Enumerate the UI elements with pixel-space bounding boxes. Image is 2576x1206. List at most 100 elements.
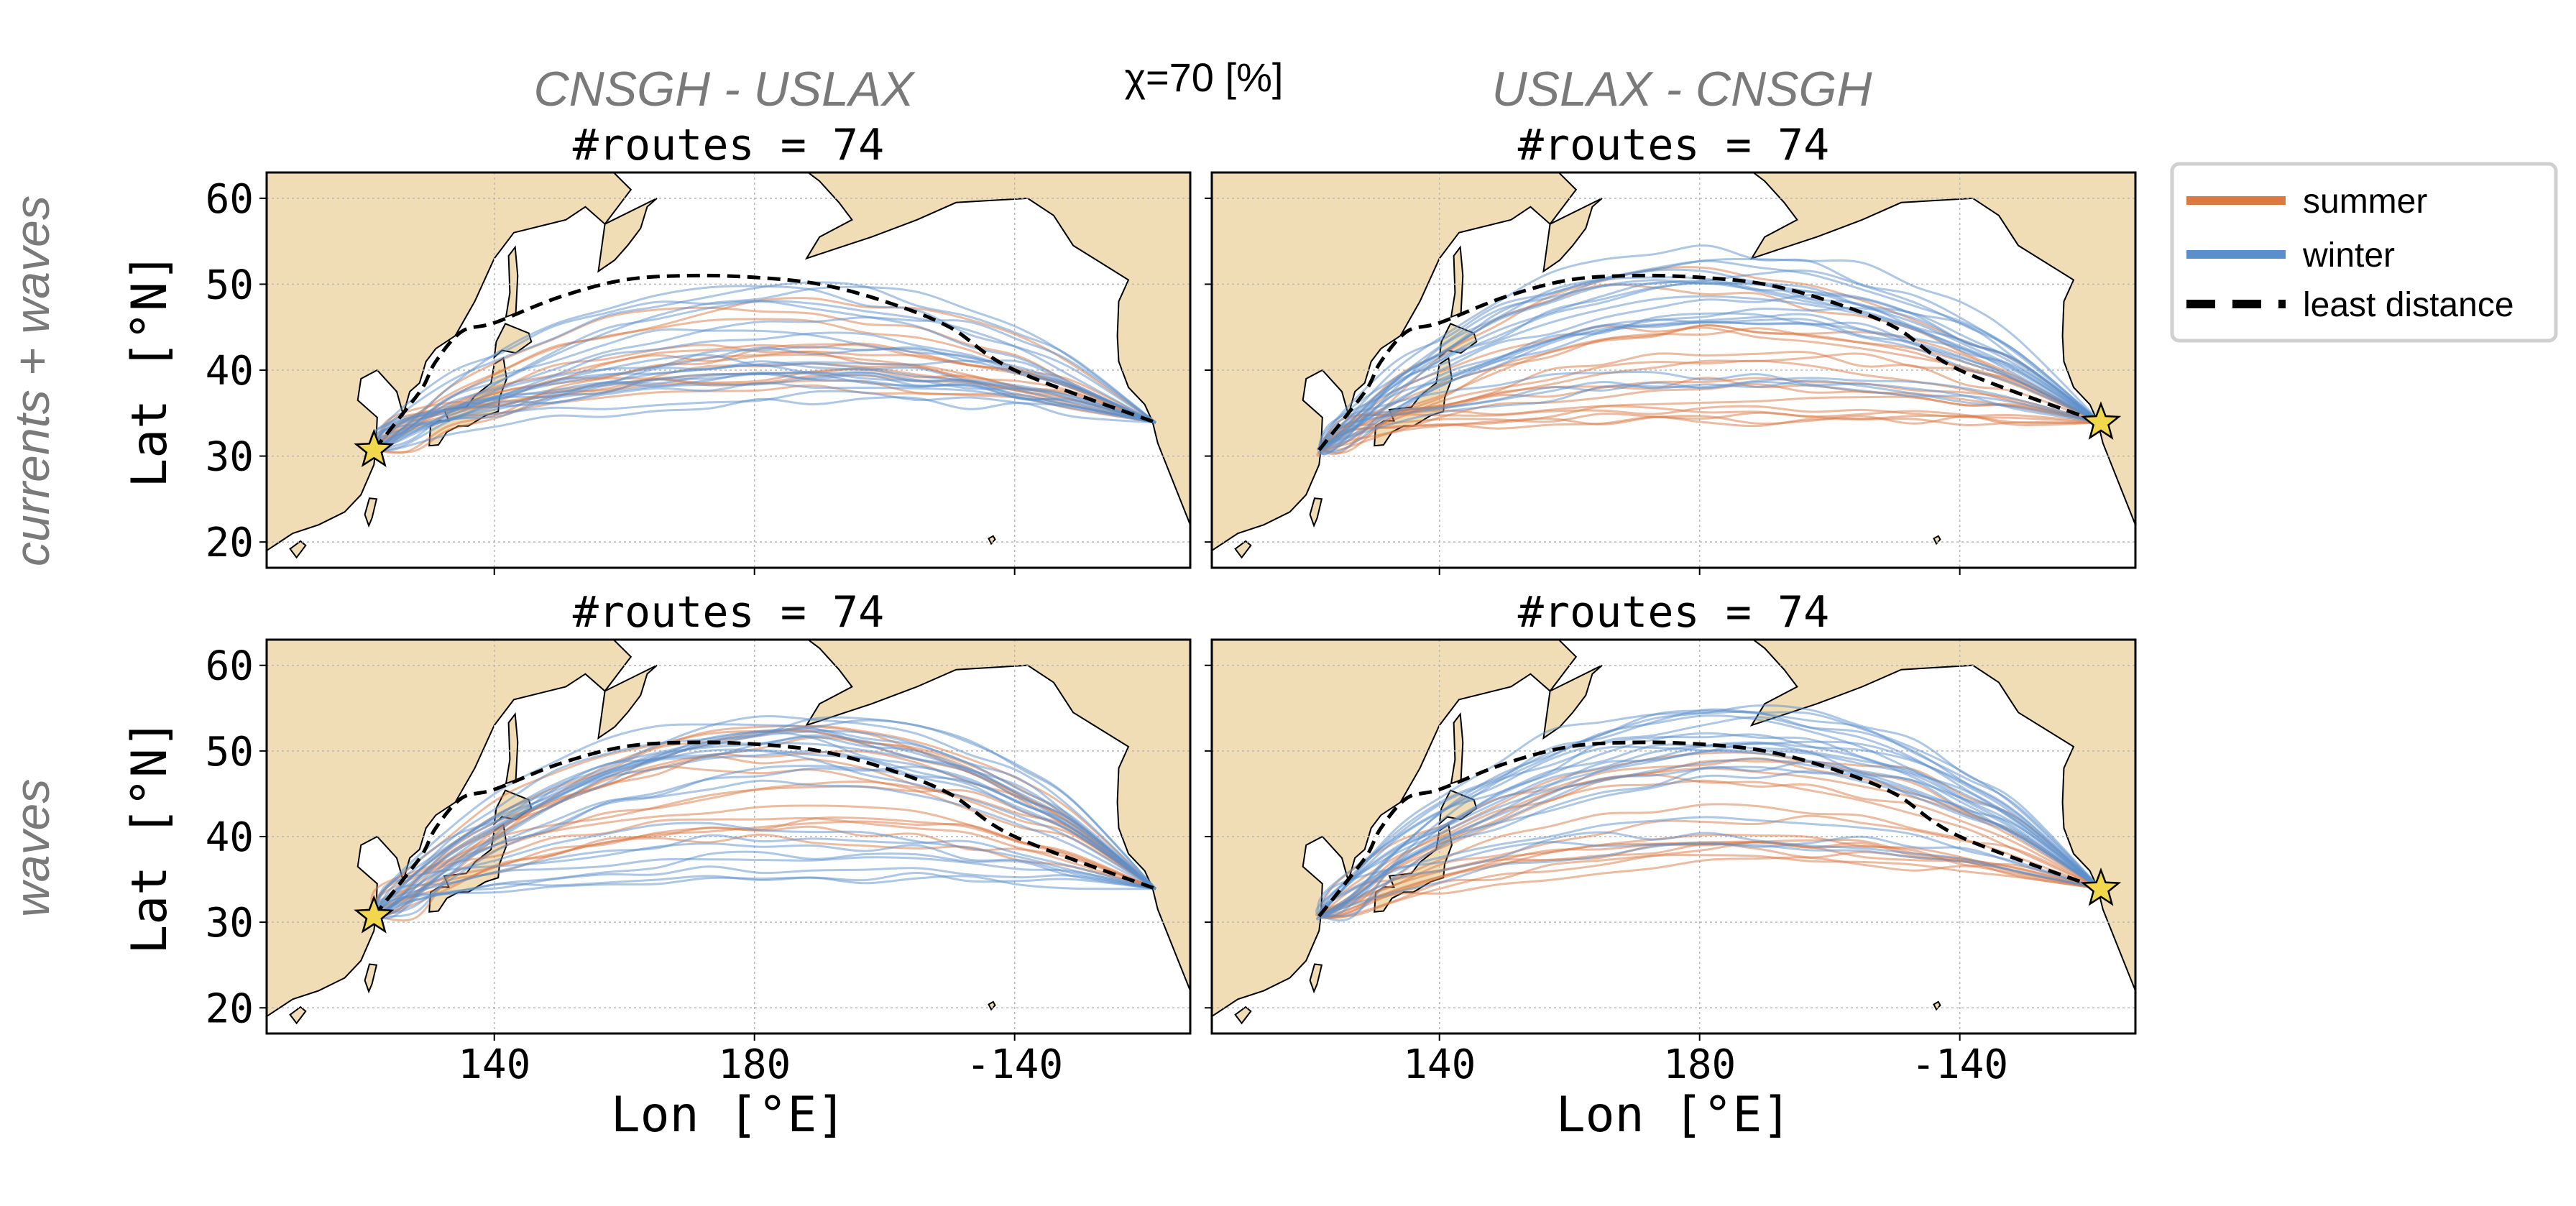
land-hainan: [289, 540, 307, 559]
y-tick-label: 20: [206, 520, 254, 566]
route-summer: [1318, 814, 2102, 918]
route-winter: [374, 396, 1156, 452]
route-winter: [372, 842, 1156, 917]
route-summer: [1318, 803, 2102, 918]
route-summer: [373, 306, 1156, 451]
row-label-2: waves: [5, 779, 60, 918]
route-winter: [373, 856, 1156, 917]
route-winter: [1318, 370, 2102, 451]
y-tick-label: 20: [206, 985, 254, 1032]
route-winter: [372, 714, 1157, 922]
origin-star-icon: [2080, 401, 2122, 440]
route-winter: [1318, 312, 2102, 451]
route-summer: [1319, 853, 2102, 918]
x-axis-label: Lon [°E]: [1556, 1087, 1792, 1143]
land-taiwan: [364, 963, 378, 994]
route-summer: [1318, 759, 2102, 917]
route-winter: [373, 371, 1156, 451]
route-winter: [372, 735, 1156, 917]
route-winter: [373, 346, 1156, 451]
route-winter: [1318, 709, 2102, 917]
route-summer: [373, 781, 1156, 918]
y-tick-label: 50: [206, 262, 254, 308]
route-winter: [1316, 831, 2102, 921]
route-winter: [373, 331, 1156, 452]
panel-title: #routes = 74: [1518, 120, 1829, 170]
route-winter: [1318, 379, 2102, 451]
route-winter: [372, 723, 1156, 917]
x-tick-label: 180: [718, 1041, 791, 1088]
route-winter: [373, 865, 1156, 918]
route-summer: [1319, 856, 2102, 918]
land-kamchatka: [1542, 664, 1603, 740]
route-winter: [372, 750, 1156, 917]
y-tick-label: 30: [206, 434, 254, 481]
route-summer: [372, 816, 1156, 917]
route-winter: [373, 285, 1156, 453]
route-winter: [1318, 318, 2102, 451]
route-winter: [373, 742, 1156, 918]
panel-title: #routes = 74: [1518, 587, 1829, 637]
route-winter: [373, 285, 1156, 452]
route-winter: [373, 821, 1156, 918]
route-winter: [1318, 716, 2102, 918]
land-hainan: [289, 1005, 307, 1025]
column-title-2: USLAX - CNSGH: [1492, 62, 1873, 116]
route-winter: [1318, 244, 2102, 451]
route-summer: [1318, 779, 2102, 918]
x-tick-label: 140: [458, 1041, 530, 1088]
route-winter: [1318, 704, 2102, 918]
land-americas: [1749, 172, 2135, 525]
x-tick-label: 140: [1403, 1041, 1476, 1088]
route-winter: [1317, 377, 2102, 451]
y-tick-label: 50: [206, 729, 254, 775]
route-winter: [1317, 268, 2102, 451]
route-winter: [373, 372, 1156, 451]
route-winter: [373, 729, 1156, 918]
route-winter: [373, 734, 1156, 918]
land-taiwan: [1309, 963, 1323, 994]
route-winter: [1319, 765, 2102, 918]
legend-frame: [2170, 162, 2558, 343]
origin-star-icon: [354, 428, 395, 468]
land-kamchatka: [1542, 198, 1603, 273]
land-kamchatka: [597, 664, 658, 740]
y-tick-label: 30: [206, 900, 254, 947]
origin-star-icon: [354, 895, 395, 934]
route-winter: [372, 281, 1156, 451]
route-winter: [372, 300, 1156, 451]
panel-title: #routes = 74: [573, 587, 884, 637]
x-axis-label: Lon [°E]: [611, 1087, 847, 1143]
x-tick-label: -140: [1911, 1041, 2008, 1088]
route-winter: [373, 779, 1156, 918]
y-tick-label: 60: [206, 643, 254, 690]
route-winter: [1317, 816, 2102, 917]
route-summer: [1319, 840, 2102, 919]
route-winter: [374, 354, 1156, 451]
y-axis-label: Lat [°N]: [121, 719, 178, 954]
land-cuba_like: [988, 535, 996, 546]
land-hainan: [1234, 540, 1252, 559]
route-summer: [1318, 415, 2102, 451]
route-winter: [1318, 835, 2102, 918]
land-taiwan: [1309, 497, 1323, 528]
row-label-1: currents + waves: [5, 195, 60, 566]
panel-title: #routes = 74: [573, 120, 884, 170]
legend-label-summer: summer: [2303, 183, 2427, 221]
origin-star-icon: [2080, 867, 2122, 906]
route-winter: [1317, 841, 2102, 917]
chi-label: χ=70 [%]: [1125, 55, 1284, 100]
x-tick-label: 180: [1663, 1041, 1736, 1088]
land-americas: [804, 172, 1190, 525]
route-winter: [1318, 259, 2102, 456]
land-kamchatka: [597, 198, 658, 273]
y-axis-label: Lat [°N]: [121, 252, 178, 488]
land-cuba_like: [988, 1000, 996, 1011]
route-summer: [372, 816, 1156, 917]
y-tick-label: 40: [206, 814, 254, 861]
map-panel-4: #routes = 74 140 180 -140 Lon [°E]: [1205, 587, 2137, 1143]
route-winter: [373, 730, 1156, 917]
map-panel-1: #routes = 74 20 30 40 50 60 Lat [°N]: [121, 120, 1192, 575]
route-winter: [1318, 749, 2102, 918]
